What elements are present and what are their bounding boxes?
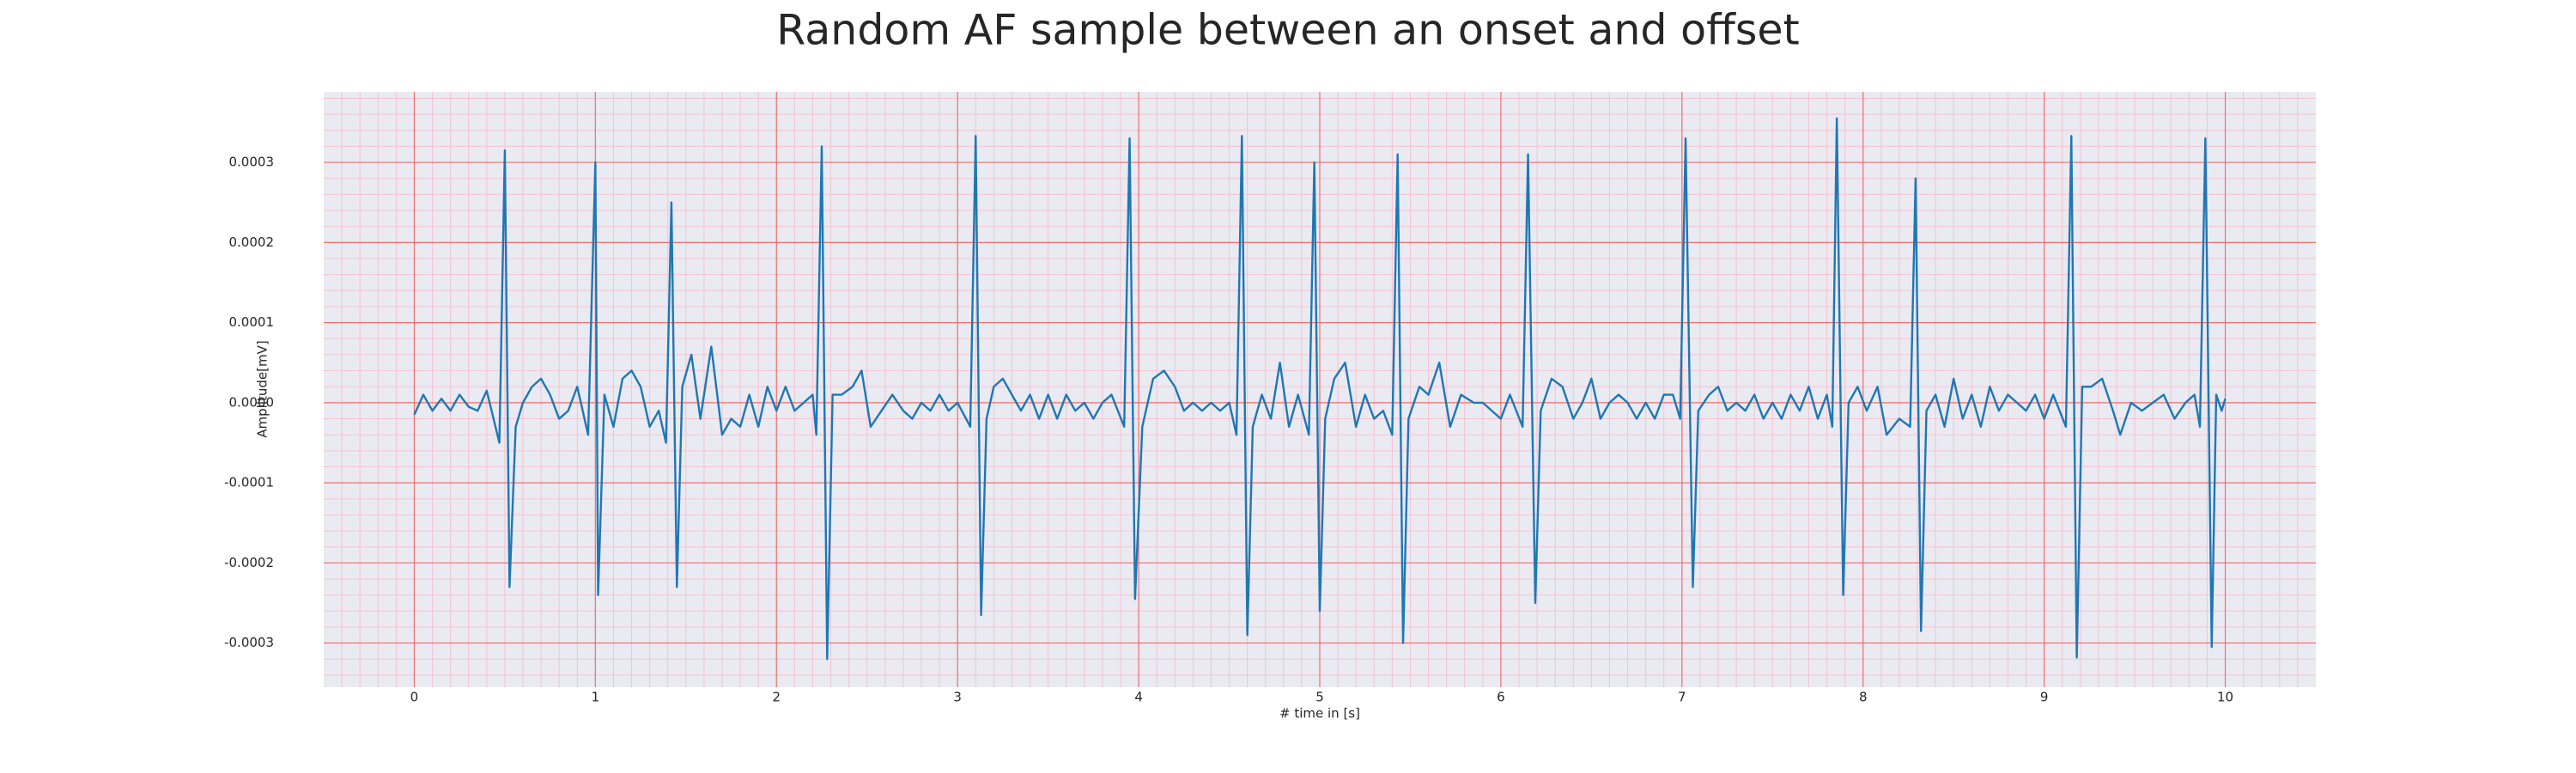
y-tick-label: 0.0002 <box>229 234 275 250</box>
y-tick-label: 0.0000 <box>229 394 275 410</box>
x-tick-label: 2 <box>772 690 781 705</box>
signal-line <box>413 117 2227 660</box>
x-tick-label: 0 <box>410 690 419 705</box>
x-tick-label: 7 <box>1678 690 1686 705</box>
y-tick-label: 0.0001 <box>229 314 275 330</box>
x-tick-label: 4 <box>1134 690 1143 705</box>
x-tick-label: 10 <box>2217 690 2233 705</box>
x-axis-label: # time in [s] <box>1279 706 1360 721</box>
x-tick-label: 1 <box>592 690 600 705</box>
y-tick-label: -0.0001 <box>224 475 274 490</box>
x-tick-label: 9 <box>2040 690 2049 705</box>
y-axis-label: Amplitude[mV] <box>255 340 270 437</box>
x-tick-label: 8 <box>1859 690 1868 705</box>
x-tick-label: 5 <box>1315 690 1324 705</box>
y-tick-label: -0.0002 <box>224 555 274 570</box>
x-tick-label: 3 <box>953 690 962 705</box>
x-tick-label: 6 <box>1497 690 1505 705</box>
y-tick-label: 0.0003 <box>229 155 275 170</box>
chart-title: Random AF sample between an onset and of… <box>776 6 1799 55</box>
y-tick-label: -0.0003 <box>224 635 274 650</box>
